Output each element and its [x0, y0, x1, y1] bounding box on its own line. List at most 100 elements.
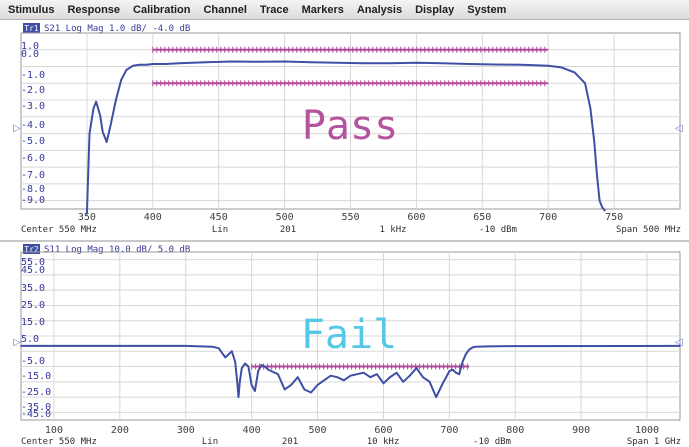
menu-trace[interactable]: Trace — [259, 3, 289, 16]
trace-point — [247, 365, 250, 368]
footer-sweep-type[interactable]: Lin — [202, 437, 218, 447]
trace-point — [120, 79, 122, 81]
menu-markers[interactable]: Markers — [301, 3, 344, 16]
trace-badge[interactable] — [23, 23, 40, 33]
footer-ifbw[interactable]: 1 kHz — [379, 225, 406, 235]
trace-point — [277, 373, 279, 375]
trace-point — [267, 368, 269, 371]
trace-header[interactable]: S11 Log Mag 10.0 dB/ 5.0 dB — [44, 245, 190, 255]
x-tick-label: 100 — [45, 425, 63, 436]
y-tick-label: 45.0 — [21, 265, 45, 276]
footer-points[interactable]: 201 — [282, 437, 298, 447]
trace-point — [236, 381, 238, 383]
limit-test-status: Pass — [302, 103, 398, 149]
grid — [21, 252, 680, 420]
trace-point — [109, 124, 112, 126]
trace-point — [234, 361, 236, 363]
trace-point — [415, 367, 418, 369]
trace-point — [362, 62, 365, 64]
trace-points — [20, 345, 681, 398]
trace-point — [257, 370, 260, 372]
y-tick-label: -9.0 — [21, 195, 45, 206]
trace-point — [316, 384, 319, 386]
trace-badge[interactable] — [23, 244, 40, 254]
trace-point — [455, 371, 457, 374]
trace-badge-label[interactable]: Tr1 — [24, 24, 39, 33]
trace-point — [257, 61, 260, 63]
footer-span[interactable]: Span 500 MHz — [616, 225, 681, 235]
trace-point — [441, 382, 444, 385]
limit-line-ticks — [152, 80, 546, 87]
trace-point — [389, 376, 391, 379]
trace-point — [290, 384, 292, 386]
channel-window-s21[interactable]: Tr1 S21 Log Mag 1.0 dB/ -4.0 dB 1.0 0.0 -1.0… — [0, 21, 689, 236]
trace-point — [409, 374, 411, 377]
reference-marker-right-icon: ◁ — [675, 337, 683, 348]
x-tick-label: 500 — [276, 212, 294, 223]
x-tick-label: 900 — [572, 425, 590, 436]
x-tick-label: 600 — [407, 212, 425, 223]
trace-point — [514, 345, 517, 347]
trace-point — [184, 345, 187, 347]
x-tick-label: 400 — [243, 425, 261, 436]
footer-power[interactable]: -10 dBm — [473, 437, 511, 447]
trace-point — [382, 382, 385, 385]
trace-point — [323, 379, 325, 382]
y-tick-label: 25.0 — [21, 300, 45, 311]
footer-sweep-type[interactable]: Lin — [212, 225, 228, 235]
x-tick-label: 1000 — [635, 425, 659, 436]
trace-point — [601, 206, 604, 209]
menu-stimulus[interactable]: Stimulus — [8, 3, 55, 16]
trace-point — [589, 107, 592, 110]
footer-points[interactable]: 201 — [280, 225, 296, 235]
s11-plot: Tr2 S11 Log Mag 10.0 dB/ 5.0 dB 55.045.0 35… — [13, 244, 683, 447]
trace-badge-label[interactable]: Tr2 — [24, 245, 39, 254]
reference-marker-left-icon: ▷ — [13, 337, 21, 348]
limit-line-ticks — [251, 363, 469, 370]
x-tick-label: 800 — [506, 425, 524, 436]
trace-point — [92, 107, 95, 110]
trace-point — [152, 63, 154, 65]
y-tick-label: -45.0 — [21, 409, 51, 420]
trace-point — [238, 381, 241, 383]
footer-center[interactable]: Center 550 MHz — [21, 437, 97, 447]
trace-point — [369, 376, 372, 379]
trace-point — [584, 82, 586, 85]
trace-point — [303, 388, 306, 391]
channel-window-s11[interactable]: Tr2 S11 Log Mag 10.0 dB/ 5.0 dB 55.0 45.0 35… — [0, 240, 689, 447]
trace-point — [132, 64, 134, 67]
menu-display[interactable]: Display — [415, 3, 455, 16]
footer-power[interactable]: -10 dBm — [479, 225, 517, 235]
trace-points — [86, 60, 606, 215]
trace-point — [95, 100, 97, 103]
y-tick-label: -6.0 — [21, 153, 45, 164]
menu-calibration[interactable]: Calibration — [133, 3, 191, 16]
y-tick-label: -5.0 — [21, 136, 45, 147]
trace-point — [336, 62, 339, 64]
trace-header[interactable]: S21 Log Mag 1.0 dB/ -4.0 dB — [44, 24, 190, 34]
x-tick-label: 200 — [111, 425, 129, 436]
y-tick-label: 35.0 — [21, 283, 45, 294]
trace-point — [679, 345, 681, 347]
trace-point — [310, 391, 312, 394]
menu-channel[interactable]: Channel — [203, 3, 247, 16]
trace-point — [468, 63, 470, 65]
trace-point — [402, 381, 405, 383]
limit-line-ticks — [152, 46, 546, 53]
trace-point — [471, 346, 474, 349]
footer-center[interactable]: Center 550 MHz — [21, 225, 97, 235]
y-tick-label: -1.0 — [21, 70, 45, 81]
limit-test-status: Fail — [301, 312, 397, 358]
menu-response[interactable]: Response — [67, 3, 121, 16]
y-tick-label: 15.0 — [21, 317, 45, 328]
trace-s21 — [85, 60, 606, 215]
trace-point — [474, 345, 477, 348]
footer-span[interactable]: Span 1 GHz — [627, 437, 681, 447]
menu-analysis[interactable]: Analysis — [356, 3, 403, 16]
footer-ifbw[interactable]: 10 kHz — [367, 437, 400, 447]
menu-system[interactable]: System — [467, 3, 507, 16]
x-tick-label: 650 — [473, 212, 491, 223]
trace-point — [329, 374, 332, 377]
trace-point — [204, 61, 207, 64]
trace-point — [573, 71, 576, 74]
